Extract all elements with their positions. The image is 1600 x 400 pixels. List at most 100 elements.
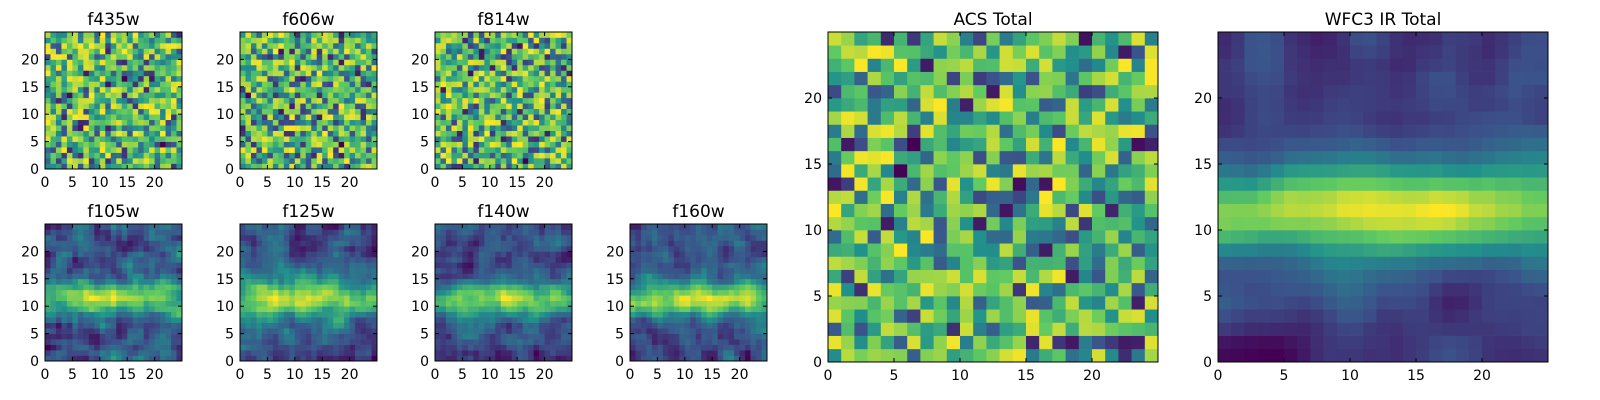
heatmap-cell — [522, 136, 529, 142]
heatmap-cell — [467, 92, 474, 99]
heatmap-cell — [761, 278, 768, 285]
heatmap-cell — [55, 229, 62, 236]
heatmap-cell — [440, 114, 447, 121]
heatmap-cell — [750, 267, 757, 274]
heatmap-cell — [272, 70, 279, 77]
heatmap-cell — [316, 350, 323, 356]
heatmap-cell — [728, 322, 735, 329]
x-tick-label: 10 — [286, 367, 304, 383]
heatmap-cell — [83, 119, 90, 126]
heatmap-cell — [88, 295, 95, 302]
heatmap-cell — [283, 81, 290, 88]
heatmap-cell — [467, 108, 474, 115]
heatmap-cell — [105, 245, 112, 252]
heatmap-cell — [555, 306, 562, 313]
heatmap-cell — [127, 256, 134, 263]
heatmap-cell — [250, 42, 257, 49]
heatmap-cell — [149, 350, 155, 356]
heatmap-cell — [154, 163, 161, 170]
heatmap-cell — [723, 344, 729, 351]
heatmap-cell — [544, 344, 551, 351]
heatmap-cell — [500, 278, 507, 285]
heatmap-cell — [706, 300, 713, 307]
heatmap-cell — [555, 158, 562, 164]
heatmap-cell — [127, 333, 134, 340]
heatmap-cell — [72, 158, 79, 164]
heatmap-cell — [506, 42, 513, 49]
heatmap-cell — [132, 53, 139, 60]
heatmap-cell — [55, 152, 62, 159]
heatmap-cell — [143, 278, 150, 285]
heatmap-cell — [278, 147, 285, 153]
heatmap-cell — [278, 229, 285, 236]
heatmap-cell — [99, 234, 106, 241]
heatmap-cell — [138, 81, 144, 88]
heatmap-cell — [561, 284, 567, 291]
heatmap-cell — [154, 234, 161, 241]
heatmap-cell — [99, 267, 106, 274]
heatmap-cell — [555, 300, 562, 307]
heatmap-cell — [272, 224, 279, 230]
heatmap-cell — [880, 190, 895, 204]
heatmap-cell — [920, 216, 934, 231]
heatmap-cell — [50, 311, 57, 318]
heatmap-cell — [99, 289, 106, 296]
heatmap-cell — [484, 42, 491, 49]
heatmap-cell — [489, 245, 496, 252]
heatmap-cell — [360, 75, 367, 82]
heatmap-cell — [132, 339, 139, 345]
heatmap-cell — [684, 333, 691, 340]
heatmap-cell — [261, 339, 268, 345]
heatmap-cell — [240, 97, 246, 104]
heatmap-cell — [544, 289, 551, 296]
x-tick-label: 5 — [458, 175, 467, 191]
heatmap-cell — [728, 355, 735, 362]
heatmap-cell — [88, 328, 95, 334]
heatmap-cell — [456, 284, 463, 291]
heatmap-cell — [355, 306, 361, 313]
heatmap-cell — [88, 141, 95, 148]
heatmap-cell — [360, 125, 367, 131]
heatmap-cell — [894, 282, 908, 297]
heatmap-cell — [327, 300, 334, 307]
heatmap-cell — [435, 32, 441, 38]
heatmap-cell — [349, 350, 356, 356]
heatmap-cell — [333, 48, 339, 55]
heatmap-cell — [83, 158, 90, 164]
heatmap-cell — [673, 339, 680, 345]
heatmap-cell — [250, 141, 257, 148]
heatmap-cell — [456, 163, 463, 170]
heatmap-cell — [66, 278, 73, 285]
heatmap-cell — [533, 224, 540, 230]
heatmap-cell — [250, 229, 257, 236]
heatmap-cell — [110, 355, 117, 362]
heatmap-cell — [272, 97, 279, 104]
heatmap-cell — [511, 234, 518, 241]
heatmap-cell — [322, 229, 329, 236]
heatmap-cell — [473, 114, 480, 121]
heatmap-cell — [630, 355, 636, 362]
heatmap-cell — [561, 350, 567, 356]
heatmap-cell — [867, 216, 882, 231]
heatmap-cell — [55, 273, 62, 280]
heatmap-cell — [561, 108, 567, 115]
heatmap-cell — [1078, 282, 1093, 297]
heatmap-cell — [451, 42, 458, 49]
heatmap-cell — [539, 300, 545, 307]
heatmap-cell — [630, 317, 636, 323]
heatmap-cell — [668, 245, 675, 252]
heatmap-cell — [500, 344, 507, 351]
heatmap-cell — [728, 251, 735, 258]
heatmap-cell — [668, 350, 675, 356]
heatmap-cell — [45, 256, 51, 263]
heatmap-cell — [110, 32, 117, 38]
heatmap-cell — [528, 278, 534, 285]
heatmap-cell — [138, 311, 144, 318]
heatmap-cell — [739, 295, 746, 302]
heatmap-cell — [1118, 164, 1132, 178]
heatmap-cell — [445, 317, 452, 323]
heatmap-cell — [1039, 269, 1053, 284]
heatmap-cell — [517, 147, 524, 153]
heatmap-cell — [1065, 230, 1080, 244]
heatmap-cell — [45, 251, 51, 258]
